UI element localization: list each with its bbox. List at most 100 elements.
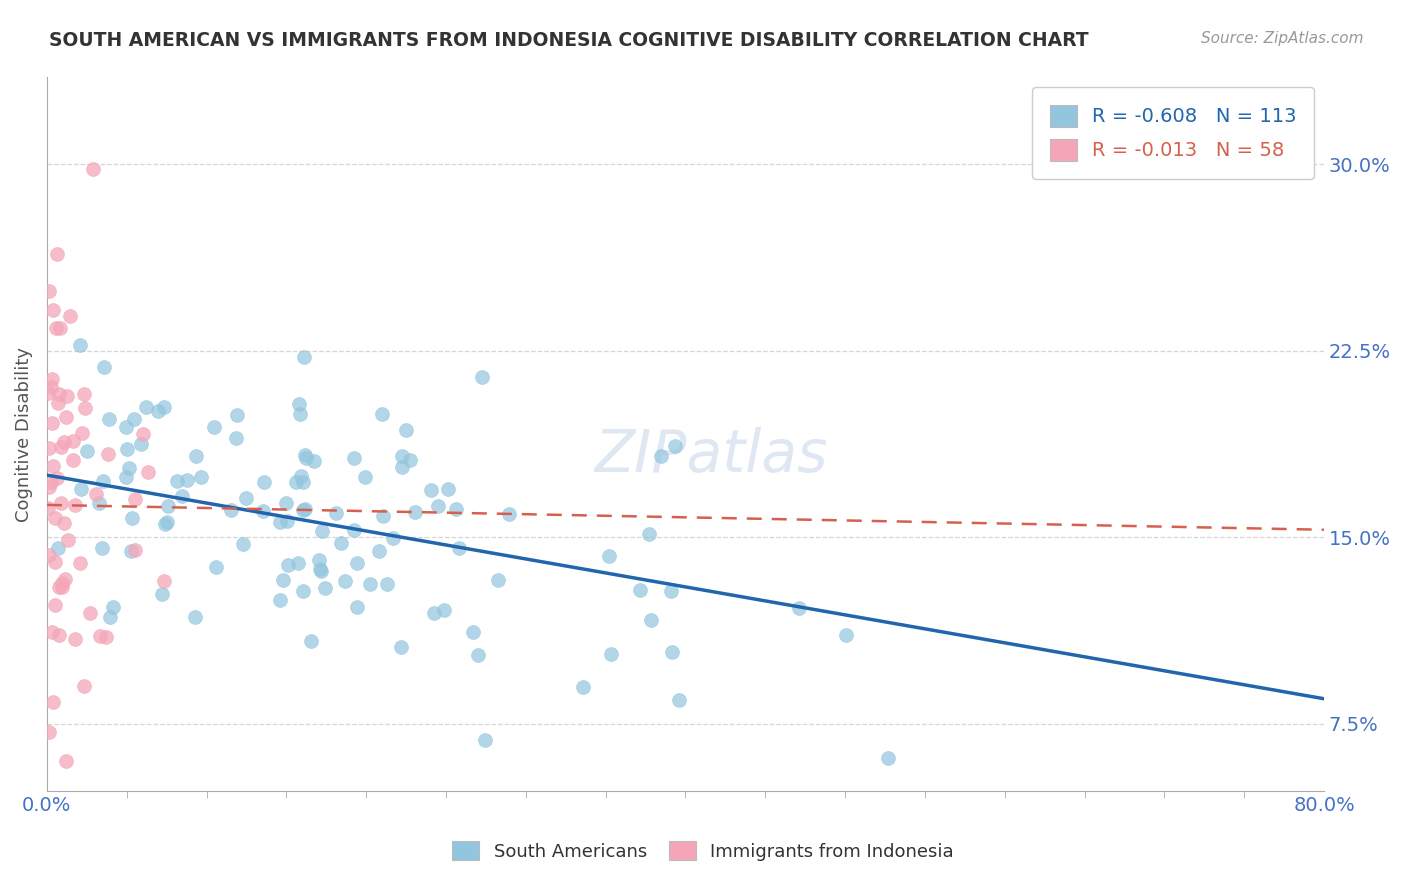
Point <box>59 309 82 323</box>
Point <box>467 648 489 662</box>
Point <box>498 507 520 521</box>
Point <box>288 396 311 410</box>
Point <box>353 470 375 484</box>
Point <box>97 447 120 461</box>
Point <box>48 628 70 642</box>
Point <box>156 499 179 513</box>
Text: Source: ZipAtlas.com: Source: ZipAtlas.com <box>1201 31 1364 46</box>
Point <box>45 320 67 334</box>
Point <box>135 400 157 414</box>
Point <box>39 380 62 394</box>
Point <box>291 584 314 599</box>
Point <box>285 475 308 489</box>
Point <box>124 543 146 558</box>
Point <box>42 458 65 473</box>
Point <box>269 515 291 529</box>
Point <box>44 555 66 569</box>
Point <box>474 732 496 747</box>
Point <box>449 541 471 555</box>
Point <box>308 553 330 567</box>
Point <box>114 470 136 484</box>
Point <box>86 487 108 501</box>
Point <box>404 505 426 519</box>
Point <box>73 401 96 416</box>
Point <box>146 404 169 418</box>
Point <box>37 500 59 515</box>
Point <box>101 599 124 614</box>
Point <box>93 359 115 374</box>
Point <box>190 470 212 484</box>
Point <box>659 583 682 598</box>
Point <box>444 502 467 516</box>
Point <box>292 351 315 365</box>
Point <box>276 515 298 529</box>
Point <box>51 576 73 591</box>
Point <box>346 599 368 614</box>
Point <box>299 634 322 648</box>
Point <box>46 470 69 484</box>
Legend: South Americans, Immigrants from Indonesia: South Americans, Immigrants from Indones… <box>443 831 963 870</box>
Point <box>48 580 70 594</box>
Point <box>38 480 60 494</box>
Point <box>41 624 63 639</box>
Point <box>287 556 309 570</box>
Point <box>628 582 651 597</box>
Point <box>63 498 86 512</box>
Point <box>63 632 86 647</box>
Point <box>304 454 326 468</box>
Point <box>94 630 117 644</box>
Y-axis label: Cognitive Disability: Cognitive Disability <box>15 347 32 522</box>
Point <box>176 473 198 487</box>
Point <box>433 602 456 616</box>
Point <box>294 502 316 516</box>
Point <box>486 574 509 588</box>
Point <box>69 556 91 570</box>
Point <box>122 412 145 426</box>
Point <box>120 544 142 558</box>
Point <box>640 613 662 627</box>
Point <box>271 574 294 588</box>
Point <box>381 531 404 545</box>
Point <box>51 580 73 594</box>
Point <box>153 400 176 414</box>
Point <box>115 442 138 457</box>
Point <box>253 475 276 489</box>
Point <box>91 475 114 489</box>
Point <box>638 527 661 541</box>
Point <box>41 372 63 386</box>
Point <box>72 426 94 441</box>
Point <box>650 450 672 464</box>
Point <box>62 434 84 449</box>
Point <box>46 541 69 555</box>
Point <box>155 517 177 532</box>
Point <box>184 449 207 463</box>
Point <box>291 475 314 490</box>
Point <box>225 408 247 422</box>
Point <box>277 558 299 572</box>
Point <box>330 536 353 550</box>
Point <box>53 516 76 530</box>
Point <box>38 724 60 739</box>
Point <box>44 598 66 612</box>
Point <box>124 492 146 507</box>
Point <box>437 482 460 496</box>
Point <box>48 396 70 410</box>
Point <box>269 593 291 607</box>
Point <box>359 577 381 591</box>
Point <box>252 504 274 518</box>
Point <box>62 453 84 467</box>
Point <box>333 574 356 589</box>
Point <box>115 420 138 434</box>
Point <box>423 606 446 620</box>
Point <box>37 385 59 400</box>
Point <box>661 645 683 659</box>
Point <box>391 640 413 654</box>
Point <box>48 386 70 401</box>
Point <box>311 524 333 539</box>
Point <box>219 503 242 517</box>
Point <box>89 629 111 643</box>
Point <box>343 523 366 537</box>
Point <box>82 162 104 177</box>
Point <box>136 466 159 480</box>
Point <box>308 562 330 576</box>
